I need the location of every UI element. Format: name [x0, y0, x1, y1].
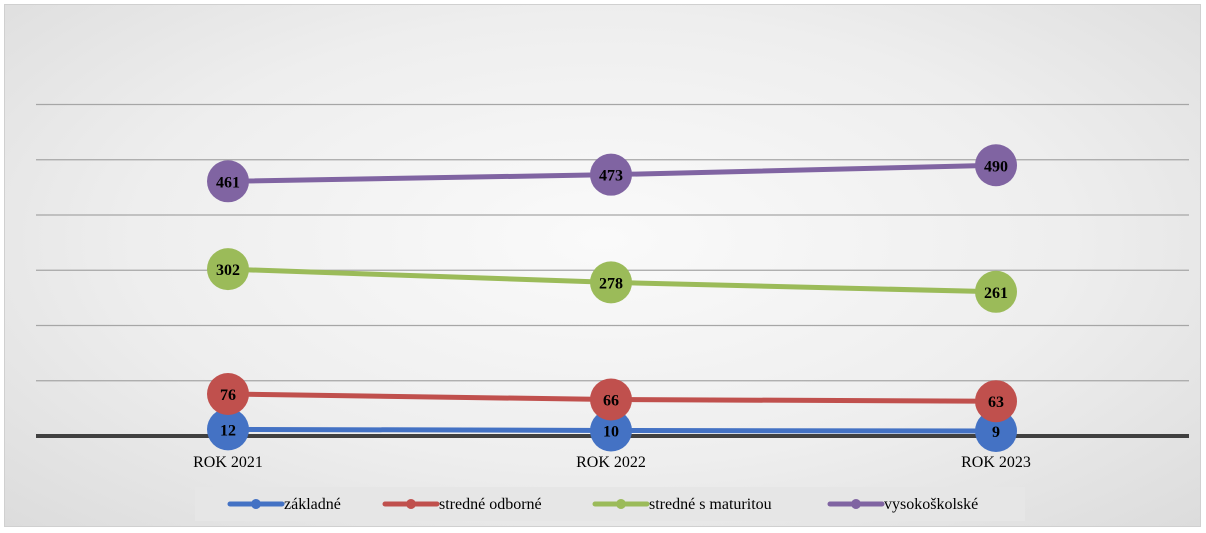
legend-marker-stredne-s-maturitou: [616, 499, 626, 509]
legend-marker-vysokoskolske: [851, 499, 861, 509]
data-point-vysokoskolske: [975, 144, 1017, 187]
data-label: 278: [599, 275, 623, 292]
data-point-stredne-odborne: [590, 378, 632, 421]
data-point-stredne-odborne: [975, 380, 1017, 423]
data-point-zakladne: [207, 408, 249, 451]
legend-label-stredne-odborne: stredné odborné: [439, 496, 542, 513]
series-markers: 12 10 9 76 66 63 302 278 261 461 473 490: [207, 144, 1017, 453]
data-point-vysokoskolske: [590, 153, 632, 196]
data-label: 490: [984, 158, 1008, 175]
data-label: 66: [603, 393, 619, 410]
data-label: 302: [216, 262, 240, 279]
x-tick-label: ROK 2021: [193, 454, 263, 471]
data-point-stredne-s-maturitou: [590, 261, 632, 304]
x-axis-tick-labels: ROK 2021 ROK 2022 ROK 2023: [193, 454, 1031, 471]
legend: základné stredné odborné stredné s maturit…: [195, 487, 1025, 521]
data-label: 10: [603, 423, 619, 440]
data-point-zakladne: [590, 409, 632, 452]
data-label: 261: [984, 285, 1008, 302]
legend-label-vysokoskolske: vysokoškolské: [884, 496, 978, 513]
legend-label-zakladne: základné: [284, 496, 341, 513]
legend-marker-zakladne: [251, 499, 261, 509]
data-point-stredne-s-maturitou: [975, 270, 1017, 313]
legend-marker-stredne-odborne: [406, 499, 416, 509]
x-tick-label: ROK 2023: [961, 454, 1031, 471]
x-tick-label: ROK 2022: [576, 454, 646, 471]
legend-label-stredne-s-maturitou: stredné s maturitou: [649, 496, 772, 513]
data-point-stredne-s-maturitou: [207, 248, 249, 291]
data-point-vysokoskolske: [207, 160, 249, 203]
data-label: 12: [220, 422, 236, 439]
data-label: 461: [216, 174, 240, 191]
data-label: 76: [220, 387, 236, 404]
data-point-stredne-odborne: [207, 373, 249, 416]
gridlines: [36, 103, 1189, 382]
data-label: 63: [988, 394, 1004, 411]
data-label: 473: [599, 168, 623, 185]
data-point-zakladne: [975, 410, 1017, 453]
data-label: 9: [992, 424, 1000, 441]
